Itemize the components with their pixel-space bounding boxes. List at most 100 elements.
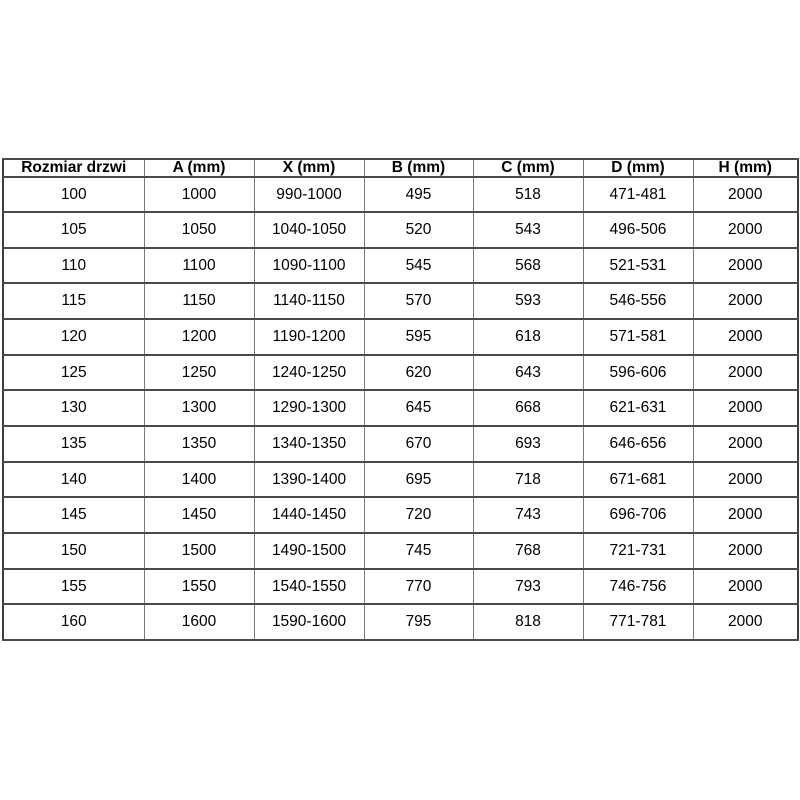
table-cell: 818 — [472, 603, 584, 641]
table-cell: 670 — [363, 424, 474, 463]
table-cell: 1200 — [143, 318, 255, 356]
table-cell: 545 — [363, 246, 474, 285]
table-cell: 1140-1150 — [253, 282, 365, 321]
table-cell: 646-656 — [582, 424, 694, 463]
table-cell: 771-781 — [582, 603, 694, 641]
column-header-h: H (mm) — [692, 158, 799, 178]
table-cell: 130 — [2, 389, 145, 427]
table-row: 130 1300 1290-1300 645 668 621-631 2000 — [2, 389, 799, 427]
table-cell: 593 — [472, 282, 584, 321]
table-cell: 1300 — [143, 389, 255, 427]
table-cell: 721-731 — [582, 531, 694, 570]
table-cell: 720 — [363, 496, 474, 534]
table-cell: 110 — [2, 246, 145, 285]
table-cell: 1590-1600 — [253, 603, 365, 641]
table-cell: 1390-1400 — [253, 460, 365, 499]
table-cell: 595 — [363, 318, 474, 356]
table-cell: 568 — [472, 246, 584, 285]
table-cell: 2000 — [692, 567, 799, 606]
table-cell: 471-481 — [582, 175, 694, 214]
table-row: 150 1500 1490-1500 745 768 721-731 2000 — [2, 531, 799, 570]
table-cell: 645 — [363, 389, 474, 427]
table-row: 155 1550 1540-1550 770 793 746-756 2000 — [2, 567, 799, 606]
table-cell: 621-631 — [582, 389, 694, 427]
table-cell: 520 — [363, 211, 474, 249]
table-cell: 795 — [363, 603, 474, 641]
column-header-a: A (mm) — [143, 158, 255, 178]
table-cell: 1500 — [143, 531, 255, 570]
table-cell: 570 — [363, 282, 474, 321]
table-cell: 1040-1050 — [253, 211, 365, 249]
table-cell: 770 — [363, 567, 474, 606]
table-cell: 2000 — [692, 531, 799, 570]
table-cell: 1100 — [143, 246, 255, 285]
table-cell: 521-531 — [582, 246, 694, 285]
table-row: 125 1250 1240-1250 620 643 596-606 2000 — [2, 353, 799, 392]
table-cell: 1600 — [143, 603, 255, 641]
table-cell: 643 — [472, 353, 584, 392]
table-cell: 668 — [472, 389, 584, 427]
table-cell: 596-606 — [582, 353, 694, 392]
table-cell: 2000 — [692, 318, 799, 356]
table-cell: 1000 — [143, 175, 255, 214]
table-cell: 115 — [2, 282, 145, 321]
table-cell: 2000 — [692, 246, 799, 285]
table-cell: 120 — [2, 318, 145, 356]
table-cell: 693 — [472, 424, 584, 463]
table-cell: 1400 — [143, 460, 255, 499]
table-row: 115 1150 1140-1150 570 593 546-556 2000 — [2, 282, 799, 321]
table-cell: 2000 — [692, 353, 799, 392]
table-cell: 990-1000 — [253, 175, 365, 214]
table-cell: 105 — [2, 211, 145, 249]
table-row: 145 1450 1440-1450 720 743 696-706 2000 — [2, 496, 799, 534]
table-cell: 150 — [2, 531, 145, 570]
table-cell: 1240-1250 — [253, 353, 365, 392]
table-cell: 100 — [2, 175, 145, 214]
table-cell: 1440-1450 — [253, 496, 365, 534]
table-cell: 496-506 — [582, 211, 694, 249]
table-cell: 495 — [363, 175, 474, 214]
door-sizes-table: Rozmiar drzwi A (mm) X (mm) B (mm) C (mm… — [2, 158, 799, 641]
table-cell: 793 — [472, 567, 584, 606]
table-cell: 135 — [2, 424, 145, 463]
table-cell: 1540-1550 — [253, 567, 365, 606]
table-cell: 768 — [472, 531, 584, 570]
table-cell: 1550 — [143, 567, 255, 606]
column-header-size: Rozmiar drzwi — [2, 158, 145, 178]
table-row: 135 1350 1340-1350 670 693 646-656 2000 — [2, 424, 799, 463]
table-row: 140 1400 1390-1400 695 718 671-681 2000 — [2, 460, 799, 499]
table-cell: 543 — [472, 211, 584, 249]
column-header-x: X (mm) — [253, 158, 365, 178]
table-cell: 1150 — [143, 282, 255, 321]
table-cell: 743 — [472, 496, 584, 534]
table-cell: 1190-1200 — [253, 318, 365, 356]
table-cell: 1050 — [143, 211, 255, 249]
table-cell: 1490-1500 — [253, 531, 365, 570]
table-cell: 546-556 — [582, 282, 694, 321]
table-cell: 1340-1350 — [253, 424, 365, 463]
table-cell: 2000 — [692, 460, 799, 499]
table-row: 105 1050 1040-1050 520 543 496-506 2000 — [2, 211, 799, 249]
column-header-b: B (mm) — [363, 158, 474, 178]
table-cell: 620 — [363, 353, 474, 392]
table-cell: 155 — [2, 567, 145, 606]
table-cell: 160 — [2, 603, 145, 641]
table-cell: 2000 — [692, 603, 799, 641]
table-cell: 745 — [363, 531, 474, 570]
table-cell: 1090-1100 — [253, 246, 365, 285]
table-cell: 718 — [472, 460, 584, 499]
table-cell: 1350 — [143, 424, 255, 463]
table-cell: 2000 — [692, 282, 799, 321]
table-cell: 671-681 — [582, 460, 694, 499]
table-cell: 1290-1300 — [253, 389, 365, 427]
table-cell: 125 — [2, 353, 145, 392]
table-cell: 2000 — [692, 424, 799, 463]
table-cell: 140 — [2, 460, 145, 499]
table-cell: 1450 — [143, 496, 255, 534]
table-row: 160 1600 1590-1600 795 818 771-781 2000 — [2, 603, 799, 641]
table-cell: 618 — [472, 318, 584, 356]
table-cell: 518 — [472, 175, 584, 214]
table-cell: 2000 — [692, 389, 799, 427]
table-cell: 696-706 — [582, 496, 694, 534]
